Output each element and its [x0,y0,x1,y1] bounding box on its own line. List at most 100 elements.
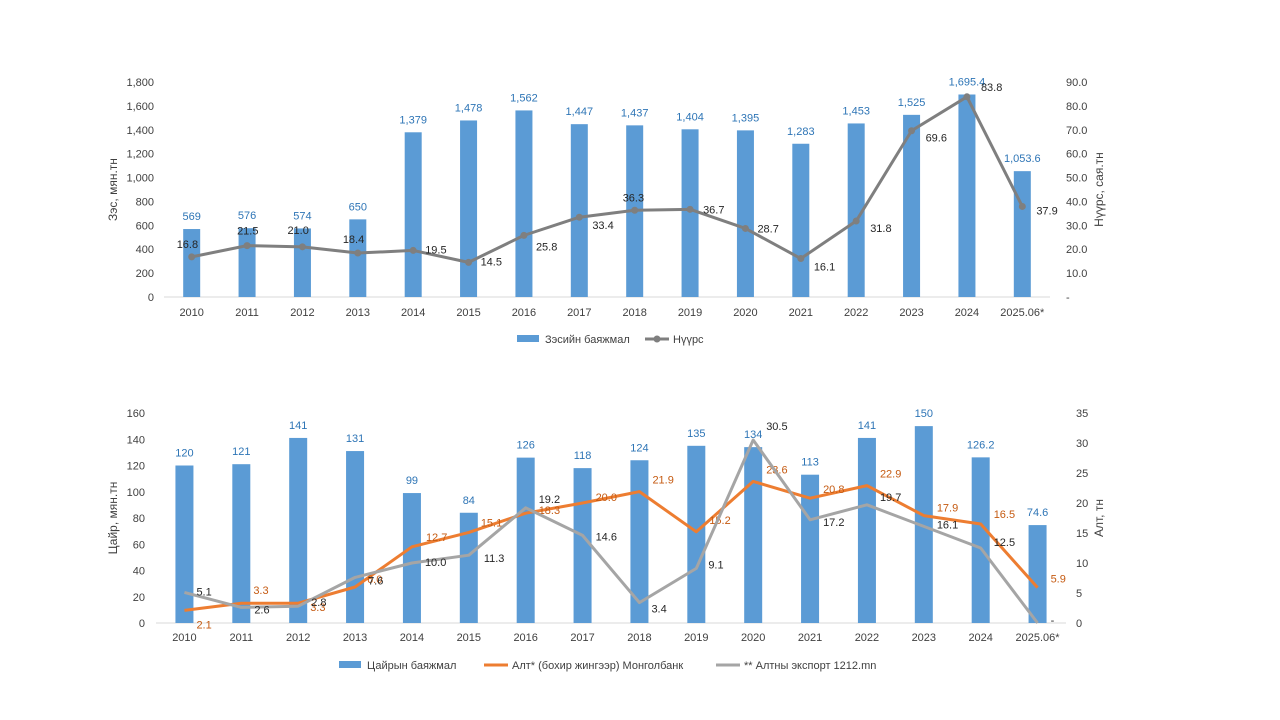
x-tick-label: 2019 [678,307,702,319]
line-marker [409,246,417,254]
bar-data-label: 1,525 [898,97,926,109]
bar [736,130,754,297]
line-data-label: 36.7 [703,204,724,216]
line-data-label: 69.6 [926,133,947,145]
x-tick-label: 2013 [343,632,367,644]
line-data-label: 14.6 [596,531,617,543]
y-right-tick-label: 15 [1076,528,1088,540]
y-left-tick-label: 0 [148,292,154,304]
bar [346,451,365,623]
line-data-label: 83.8 [981,82,1002,94]
bar-data-label: 113 [801,457,819,469]
bar-data-label: 1,395 [732,112,760,124]
line-data-label: 16.8 [177,239,198,251]
x-tick-label: 2011 [229,632,253,644]
x-tick-label: 2011 [235,307,259,319]
line-data-label: 20.8 [823,484,844,496]
legend-label: Алт* (бохир жингээр) Монголбанк [512,660,683,672]
series-line [184,479,1039,612]
x-tick-label: 2010 [179,307,203,319]
bar-data-label: 1,478 [455,102,483,114]
bar [971,457,990,623]
bar-data-label: 1,453 [842,105,870,117]
x-tick-label: 2014 [400,632,424,644]
y-right-axis-title: Нүүрс, сая.тн [1092,152,1106,227]
y-left-tick-label: 200 [136,268,154,280]
y-right-tick-label: 90.0 [1066,77,1087,89]
line-marker [520,231,528,239]
line-data-label: 37.9 [1036,205,1057,217]
line-marker [631,206,639,214]
bar [349,219,367,297]
x-tick-label: 2017 [567,307,591,319]
bar-data-label: 1,437 [621,107,649,119]
bar [1028,525,1047,623]
bar [903,114,921,297]
line-data-label: 22.9 [880,469,901,481]
y-right-tick-label: 10.0 [1066,268,1087,280]
x-tick-label: 2021 [798,632,822,644]
y-left-tick-label: 40 [133,566,145,578]
bar [630,460,649,623]
y-right-tick-label: 70.0 [1066,125,1087,137]
x-tick-label: 2023 [899,307,923,319]
bar [1013,171,1031,297]
y-left-tick-label: 1,200 [126,149,154,161]
bar-data-label: 650 [349,201,367,213]
y-left-tick-label: 400 [136,244,154,256]
y-left-tick-label: 80 [133,513,145,525]
line-data-label: 21.0 [287,225,308,237]
x-tick-label: 2022 [844,307,868,319]
line-marker [908,127,916,135]
x-tick-label: 2013 [346,307,370,319]
line-marker [465,258,473,266]
bar [402,493,421,623]
x-tick-label: 2021 [789,307,813,319]
line-data-label: 18.3 [539,505,560,517]
line-data-label: 15.1 [481,517,502,529]
bar [232,464,251,623]
x-tick-label: 2019 [684,632,708,644]
x-tick-label: 2015 [456,307,480,319]
x-tick-label: 2015 [457,632,481,644]
legend-label: Нүүрс [673,334,704,346]
line-marker [741,224,749,232]
bar-data-label: 1,283 [787,126,815,138]
line-data-label: 16.5 [994,509,1015,521]
bar-data-label: 135 [687,428,705,440]
y-left-tick-label: 600 [136,220,154,232]
legend-swatch-bar [339,661,361,668]
x-tick-label: 2014 [401,307,425,319]
line-data-label: 25.8 [536,241,557,253]
line-data-label: 20.0 [596,492,617,504]
legend-swatch-bar [517,335,539,342]
line-data-label: 3.3 [310,602,325,614]
x-tick-label: 2023 [912,632,936,644]
series-line [184,438,1039,624]
line-marker [243,242,251,250]
series-line [191,95,1024,264]
line-data-label: 11.3 [484,553,505,565]
bar [516,457,535,623]
bar-data-label: 1,447 [566,106,594,118]
bar [681,129,699,297]
x-tick-label: 2025.06* [1016,632,1061,644]
bar-data-label: 1,379 [399,114,427,126]
y-right-tick-label: 30.0 [1066,220,1087,232]
y-right-tick-label: 20 [1076,498,1088,510]
bar [857,437,876,623]
bar-data-label: 131 [346,433,364,445]
bar-data-label: 569 [183,211,201,223]
line-data-label: 33.4 [592,220,613,232]
line-data-label: 21.5 [237,226,258,238]
x-tick-label: 2018 [622,307,646,319]
bar-data-label: 84 [463,495,475,507]
line-data-label: 36.3 [623,192,644,204]
y-left-tick-label: 160 [127,408,145,420]
line-data-label: 9.1 [708,559,723,571]
bar [460,120,478,297]
line-data-label: 19.2 [539,494,560,506]
x-tick-label: 2016 [513,632,537,644]
legend-label: ** Алтны экспорт 1212.mn [744,660,876,672]
y-left-axis-title: Цайр, мян.тн [106,482,120,555]
